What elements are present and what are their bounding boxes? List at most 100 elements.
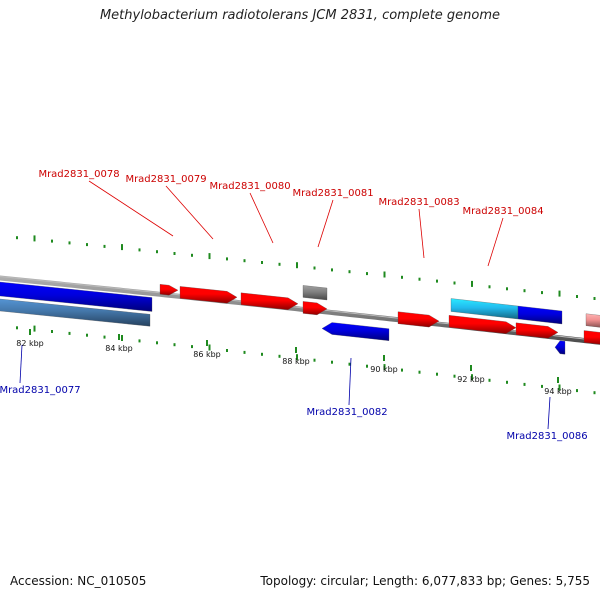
upper-tick: [208, 253, 211, 260]
major-tick: [29, 329, 31, 335]
genome-summary-text: Topology: circular; Length: 6,077,833 bp…: [260, 574, 590, 588]
upper-tick: [366, 272, 368, 276]
major-tick: [383, 355, 385, 361]
upper-tick: [383, 271, 386, 278]
reverse-gene-label: Mrad2831_0082: [306, 407, 387, 418]
lower-tick: [523, 382, 526, 386]
reverse-gene: [554, 340, 566, 355]
major-tick: [118, 334, 120, 340]
forward-leader-line: [165, 185, 214, 240]
lower-tick: [191, 345, 193, 349]
upper-tick: [16, 236, 18, 240]
forward-gene-label: Mrad2831_0078: [38, 169, 119, 180]
lower-tick: [506, 380, 508, 384]
lower-tick: [33, 325, 36, 332]
lower-tick: [51, 330, 53, 333]
upper-tick: [348, 270, 351, 274]
forward-gene-label: Mrad2831_0080: [209, 181, 290, 192]
highlight-gene: [450, 298, 519, 320]
upper-tick: [191, 253, 193, 257]
lower-tick: [471, 374, 473, 381]
lower-tick: [366, 364, 368, 368]
lower-tick: [436, 372, 438, 376]
lower-tick: [401, 368, 403, 372]
lower-tick: [296, 354, 298, 361]
upper-tick: [331, 268, 333, 272]
upper-tick: [86, 243, 88, 247]
upper-tick: [173, 252, 176, 255]
lower-tick: [558, 384, 561, 391]
forward-gene: [302, 301, 328, 316]
lower-tick: [488, 378, 491, 382]
upper-tick: [296, 262, 298, 269]
lower-tick: [121, 335, 123, 341]
steel-gene: [0, 298, 151, 327]
forward-leader-line: [88, 180, 174, 237]
upper-tick: [471, 280, 473, 287]
lower-tick: [541, 384, 543, 388]
upper-tick: [506, 287, 508, 291]
lower-tick: [173, 343, 176, 347]
major-tick: [470, 365, 472, 371]
forward-gene: [515, 322, 559, 339]
forward-leader-line: [418, 208, 425, 259]
rna-gene: [302, 285, 328, 301]
tick-label: 84 kbp: [105, 344, 133, 353]
lower-tick: [313, 358, 316, 362]
upper-tick: [593, 297, 596, 300]
upper-tick: [418, 277, 421, 281]
forward-gene-label: Mrad2831_0081: [292, 188, 373, 199]
lower-tick: [156, 341, 158, 345]
lower-tick: [261, 352, 263, 356]
forward-gene-label: Mrad2831_0084: [462, 206, 543, 217]
reverse-gene-label: Mrad2831_0086: [506, 431, 587, 442]
upper-tick: [453, 281, 456, 285]
upper-tick: [541, 291, 543, 295]
major-tick: [295, 347, 297, 353]
upper-tick: [156, 250, 158, 254]
lower-tick: [138, 339, 141, 343]
reverse-gene: [517, 305, 563, 325]
upper-tick: [121, 244, 123, 251]
reverse-gene-label: Mrad2831_0077: [0, 385, 81, 396]
forward-leader-line: [317, 199, 334, 248]
reverse-leader-line: [19, 344, 23, 384]
lower-tick: [226, 349, 228, 352]
tick-label: 88 kbp: [282, 357, 310, 366]
upper-tick: [278, 262, 281, 266]
upper-tick: [523, 289, 526, 293]
upper-tick: [436, 279, 438, 283]
tick-label: 94 kbp: [544, 387, 572, 396]
forward-gene-label: Mrad2831_0079: [125, 174, 206, 185]
forward-gene: [397, 311, 440, 328]
upper-tick: [313, 266, 316, 270]
pale-gene: [585, 313, 600, 328]
lower-tick: [593, 391, 596, 395]
reverse-leader-line: [547, 396, 551, 430]
lower-tick: [576, 389, 578, 393]
lower-tick: [418, 370, 421, 374]
upper-tick: [488, 285, 491, 289]
major-tick: [557, 377, 559, 383]
upper-tick: [138, 248, 141, 252]
tick-label: 86 kbp: [193, 350, 221, 359]
forward-gene: [179, 286, 238, 304]
major-tick: [206, 340, 208, 346]
forward-gene: [583, 330, 600, 345]
upper-tick: [226, 257, 228, 261]
lower-tick: [243, 350, 246, 354]
lower-tick: [453, 374, 456, 378]
lower-tick: [86, 333, 88, 337]
accession-text: Accession: NC_010505: [10, 574, 147, 588]
reverse-leader-line: [348, 357, 352, 406]
upper-tick: [576, 295, 578, 298]
tick-label: 92 kbp: [457, 375, 485, 384]
forward-gene: [240, 292, 299, 310]
lower-tick: [278, 354, 281, 358]
forward-leader-line: [249, 192, 274, 244]
lower-tick: [16, 326, 18, 330]
upper-tick: [51, 239, 53, 243]
upper-tick: [103, 244, 106, 248]
